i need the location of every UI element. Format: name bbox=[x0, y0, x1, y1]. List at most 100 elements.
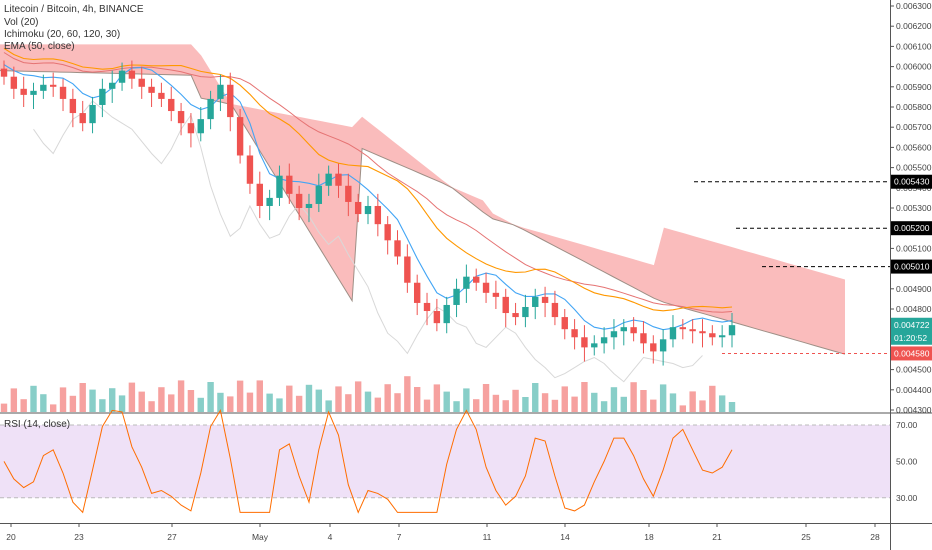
candle-body bbox=[305, 203, 313, 208]
volume-bar bbox=[620, 396, 627, 412]
candle-body bbox=[286, 175, 293, 194]
candle-body bbox=[591, 343, 598, 348]
price-tick-label: 0.005600 bbox=[896, 142, 932, 152]
volume-bar bbox=[217, 392, 224, 412]
candle-body bbox=[197, 119, 204, 134]
volume-bar bbox=[591, 392, 598, 412]
date-tick-label: 23 bbox=[74, 532, 84, 542]
price-tick-label: 0.005900 bbox=[896, 82, 932, 92]
rsi-tick-label: 70.00 bbox=[896, 420, 918, 430]
price-tick-label: 0.005300 bbox=[896, 203, 932, 213]
volume-bar bbox=[335, 386, 342, 412]
candle-body bbox=[364, 205, 372, 215]
legend-ema[interactable]: EMA (50, close) bbox=[4, 41, 75, 52]
price-tick-label: 0.005100 bbox=[896, 243, 932, 253]
volume-bar bbox=[295, 395, 303, 412]
volume-bar bbox=[689, 391, 696, 412]
volume-bar bbox=[345, 394, 352, 412]
candle-body bbox=[640, 333, 647, 344]
volume-bar bbox=[502, 400, 509, 412]
candle-body bbox=[610, 331, 618, 338]
legend-rsi[interactable]: RSI (14, close) bbox=[4, 419, 71, 430]
candle-body bbox=[463, 276, 470, 289]
level-tag-bg bbox=[891, 259, 932, 274]
candle-body bbox=[689, 329, 696, 332]
candle-body bbox=[404, 256, 411, 283]
volume-bar bbox=[699, 400, 706, 412]
candle-body bbox=[49, 84, 57, 87]
volume-bar bbox=[138, 391, 145, 412]
volume-bar bbox=[640, 390, 647, 412]
price-tick-label: 0.006000 bbox=[896, 62, 932, 72]
volume-bar bbox=[600, 401, 608, 412]
candle-body bbox=[158, 92, 165, 99]
volume-bar bbox=[79, 383, 86, 412]
candle-body bbox=[709, 333, 716, 338]
legend-volume[interactable]: Vol (20) bbox=[4, 17, 39, 28]
price-tick-label: 0.006300 bbox=[896, 1, 932, 11]
candle-body bbox=[502, 296, 509, 314]
candle-body bbox=[79, 113, 86, 124]
alert-tag-label: 0.004580 bbox=[894, 348, 930, 358]
date-tick-label: 18 bbox=[644, 532, 654, 542]
rsi-tick-label: 50.00 bbox=[896, 456, 918, 466]
volume-bar bbox=[630, 382, 637, 412]
candle-body bbox=[571, 329, 578, 338]
volume-bar bbox=[256, 380, 263, 412]
candle-body bbox=[217, 84, 224, 99]
volume-bar bbox=[551, 399, 559, 412]
candle-body bbox=[128, 70, 136, 79]
candle-body bbox=[551, 302, 559, 318]
candle-body bbox=[138, 78, 145, 87]
candle-body bbox=[443, 304, 450, 324]
candle-body bbox=[630, 327, 637, 334]
volume-bar bbox=[236, 380, 244, 412]
candle-body bbox=[699, 331, 706, 334]
price-tick-label: 0.005700 bbox=[896, 122, 932, 132]
volume-bar bbox=[266, 393, 273, 412]
date-tick-label: 28 bbox=[870, 532, 880, 542]
candle-body bbox=[207, 98, 214, 120]
volume-bar bbox=[492, 394, 500, 412]
volume-bar bbox=[453, 401, 460, 412]
candle-body bbox=[659, 339, 667, 352]
volume-bar bbox=[276, 398, 283, 412]
candle-body bbox=[345, 185, 352, 202]
volume-bar bbox=[99, 399, 106, 412]
volume-bar bbox=[650, 399, 657, 412]
volume-bar bbox=[0, 403, 8, 412]
volume-bar bbox=[728, 402, 736, 412]
candle-body bbox=[99, 88, 106, 105]
candle-body bbox=[30, 90, 37, 95]
candle-body bbox=[394, 240, 401, 257]
volume-bar bbox=[433, 384, 441, 412]
candle-body bbox=[276, 175, 283, 198]
candle-body bbox=[148, 86, 155, 93]
candle-body bbox=[10, 76, 18, 89]
candle-body bbox=[40, 84, 47, 91]
date-tick-label: May bbox=[252, 532, 269, 542]
candle-body bbox=[69, 98, 77, 114]
candle-body bbox=[177, 111, 185, 124]
candle-body bbox=[433, 311, 441, 324]
candle-body bbox=[335, 173, 342, 186]
volume-bar bbox=[473, 399, 480, 412]
candle-body bbox=[384, 224, 391, 241]
candle-body bbox=[59, 86, 67, 99]
date-tick-label: 21 bbox=[712, 532, 722, 542]
price-tick-label: 0.004800 bbox=[896, 304, 932, 314]
date-tick-label: 27 bbox=[167, 532, 177, 542]
candle-body bbox=[325, 173, 332, 186]
volume-bar bbox=[315, 389, 323, 412]
candle-body bbox=[266, 197, 273, 206]
legend-ichimoku[interactable]: Ichimoku (20, 60, 120, 30) bbox=[4, 29, 121, 40]
rsi-band bbox=[0, 425, 890, 498]
date-tick-label: 14 bbox=[560, 532, 570, 542]
candle-body bbox=[600, 337, 608, 344]
legend-symbol-title[interactable]: Litecoin / Bitcoin, 4h, BINANCE bbox=[4, 4, 144, 15]
volume-bar bbox=[384, 384, 391, 412]
date-tick-label: 11 bbox=[483, 532, 492, 542]
price-tick-label: 0.006100 bbox=[896, 41, 932, 51]
volume-bar bbox=[541, 393, 549, 412]
candle-body bbox=[532, 296, 539, 307]
